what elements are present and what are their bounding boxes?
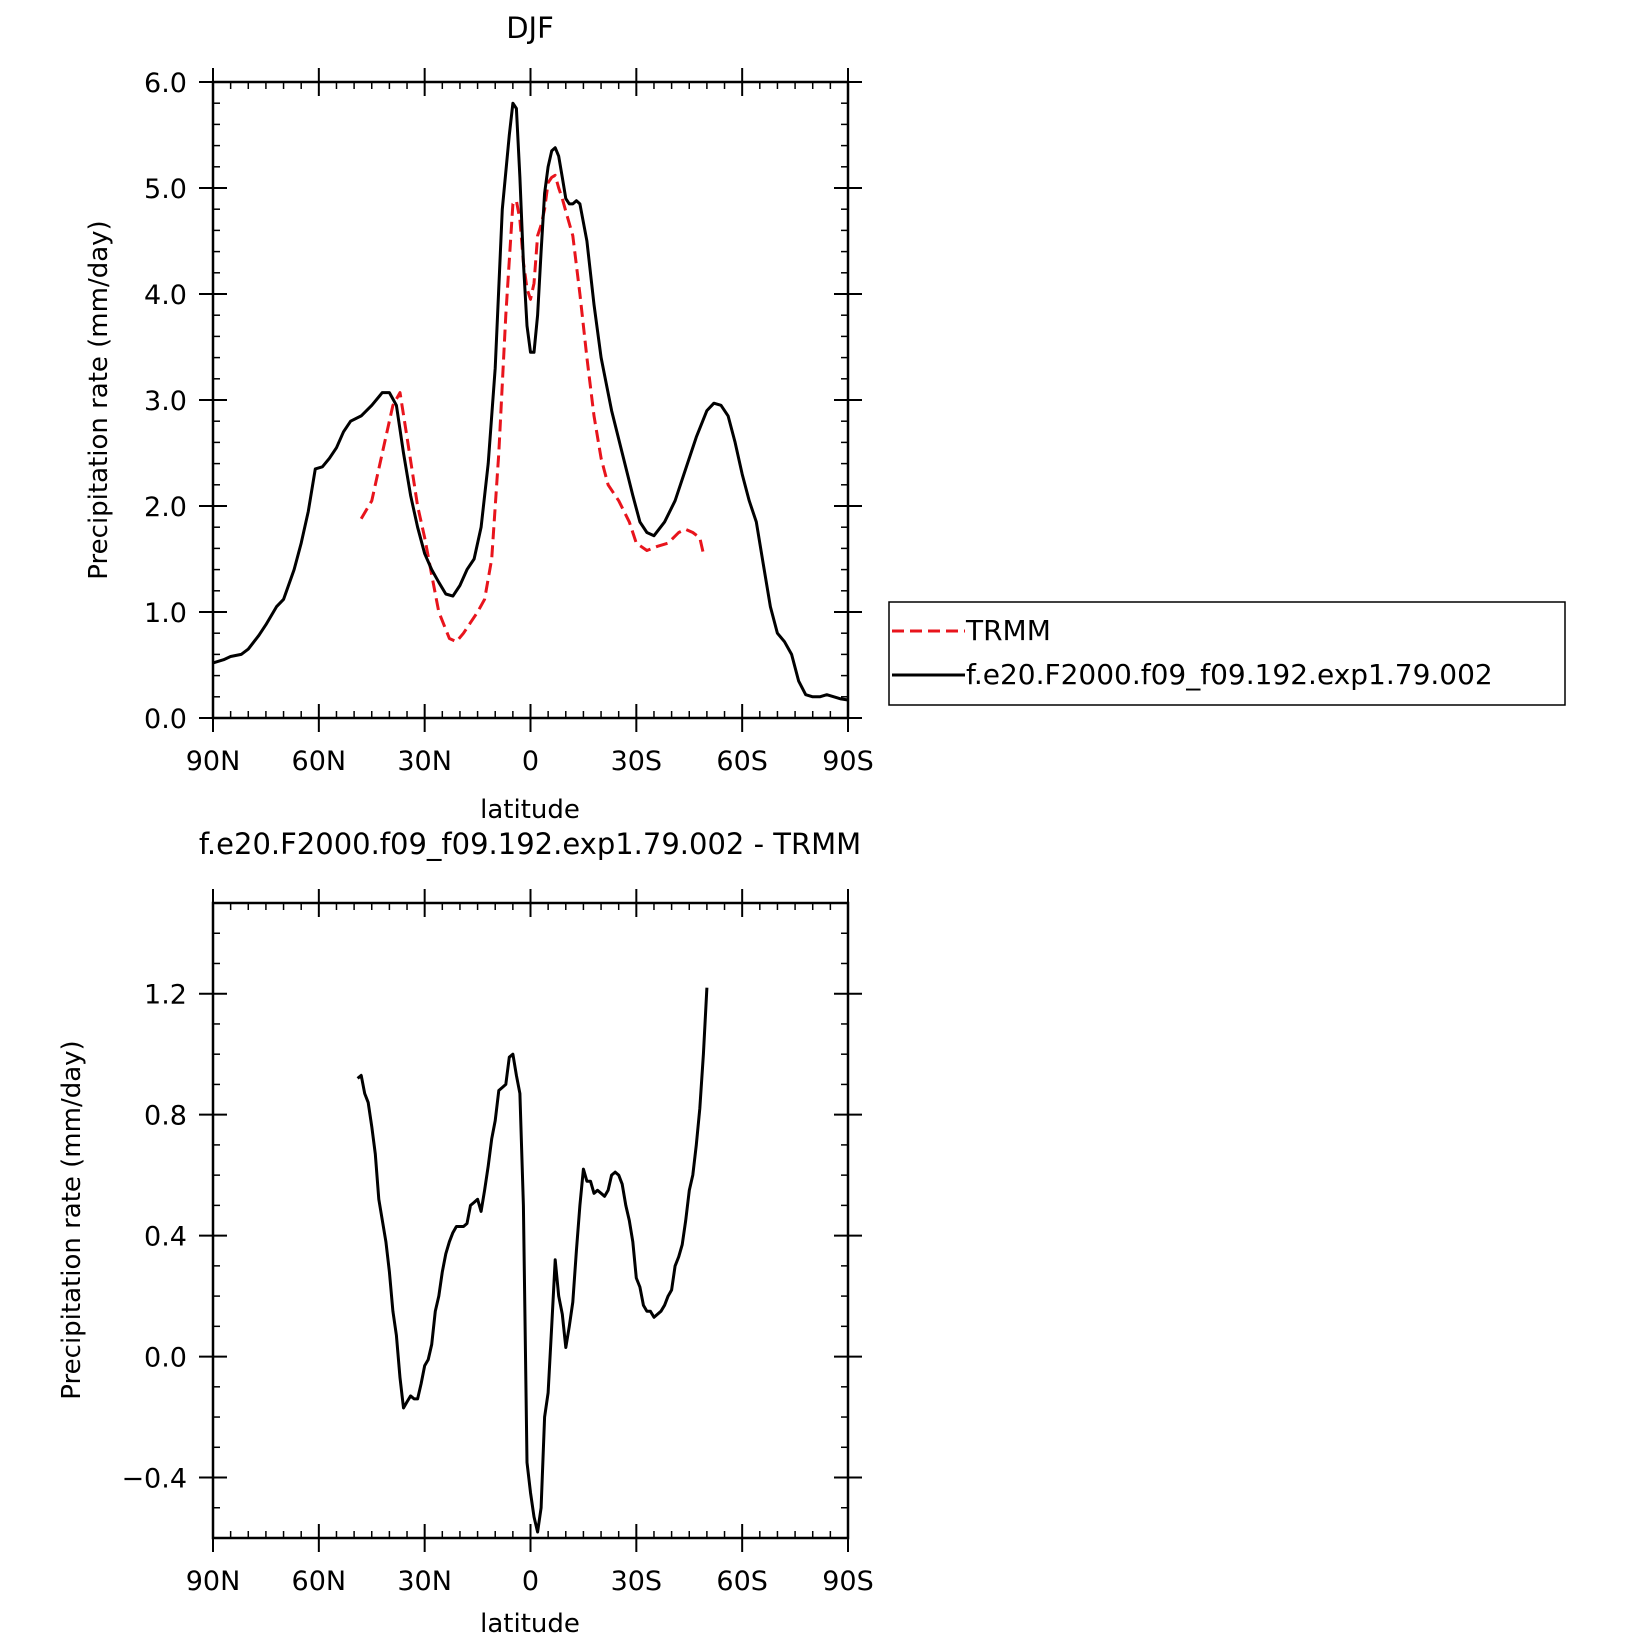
x-tick-label: 0 [522,746,539,777]
x-tick-label: 90S [822,746,874,777]
x-tick-label: 0 [522,1566,539,1597]
legend-label-trmm: TRMM [965,614,1051,647]
y-tick-label: 0.0 [144,1343,187,1374]
axis-ticks: 90N 60N 30N 0 30S 60S 90S 0.0 1.0 2.0 3.0 4.0 5.0 6.0 [144,68,874,777]
y-tick-label: 0.8 [144,1101,187,1132]
x-tick-label: 60N [292,746,347,777]
x-tick-label: 30S [611,1566,663,1597]
series-line-0 [359,173,705,644]
x-tick-label: 60S [716,1566,768,1597]
legend-label-model: f.e20.F2000.f09_f09.192.exp1.79.002 [966,658,1493,691]
x-tick-label: 90S [822,1566,874,1597]
difference-panel: f.e20.F2000.f09_f09.192.exp1.79.002 - TR… [57,827,874,1639]
x-tick-label: 30N [397,1566,452,1597]
y-tick-label: 0.4 [144,1222,187,1253]
x-axis-label: latitude [480,1609,580,1639]
legend-box [888,601,1566,706]
series-line-1 [212,101,849,702]
y-tick-label: 1.2 [144,980,187,1011]
x-tick-label: 90N [186,1566,241,1597]
y-tick-label: 4.0 [144,280,187,311]
y-axis-label: Precipitation rate (mm/day) [57,1040,87,1399]
series-line-0 [356,987,709,1534]
y-tick-label: 1.0 [144,598,187,629]
x-tick-label: 90N [186,746,241,777]
plot-frame [211,80,850,720]
chart-title: f.e20.F2000.f09_f09.192.exp1.79.002 - TR… [199,827,861,861]
y-tick-label: 0.0 [144,704,187,735]
series-lines [212,101,849,702]
x-tick-label: 60S [716,746,768,777]
axis-ticks: 90N 60N 30N 0 30S 60S 90S −0.4 0.0 0.4 0.8 1.2 [121,889,874,1597]
y-tick-label: 2.0 [144,492,187,523]
y-axis-label: Precipitation rate (mm/day) [84,220,114,579]
y-tick-label: 3.0 [144,386,187,417]
chart-title: DJF [506,11,554,45]
y-tick-label: −0.4 [121,1464,187,1495]
plot-frame [211,901,850,1540]
x-tick-label: 60N [292,1566,347,1597]
y-tick-label: 5.0 [144,174,187,205]
x-tick-label: 30S [611,746,663,777]
x-axis-label: latitude [480,795,580,825]
x-tick-label: 30N [397,746,452,777]
mean-precip-panel: DJF Precipitation rate (mm/day) latitude… [84,11,874,825]
series-lines [356,987,709,1534]
legend: TRMM f.e20.F2000.f09_f09.192.exp1.79.002 [888,601,1566,706]
y-tick-label: 6.0 [144,68,187,99]
